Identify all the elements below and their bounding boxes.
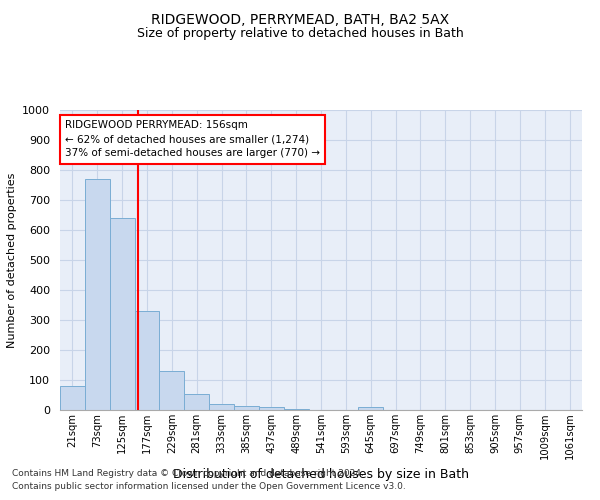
Bar [184, 394, 209, 410]
Bar [209, 404, 234, 410]
Bar [60, 386, 85, 410]
Bar [110, 218, 134, 410]
Text: Contains HM Land Registry data © Crown copyright and database right 2024.: Contains HM Land Registry data © Crown c… [12, 468, 364, 477]
Bar [234, 406, 259, 410]
Text: RIDGEWOOD, PERRYMEAD, BATH, BA2 5AX: RIDGEWOOD, PERRYMEAD, BATH, BA2 5AX [151, 12, 449, 26]
Y-axis label: Number of detached properties: Number of detached properties [7, 172, 17, 348]
Text: RIDGEWOOD PERRYMEAD: 156sqm
← 62% of detached houses are smaller (1,274)
37% of : RIDGEWOOD PERRYMEAD: 156sqm ← 62% of det… [65, 120, 320, 158]
Bar [134, 311, 160, 410]
Text: Contains public sector information licensed under the Open Government Licence v3: Contains public sector information licen… [12, 482, 406, 491]
Text: Size of property relative to detached houses in Bath: Size of property relative to detached ho… [137, 28, 463, 40]
Bar [259, 407, 284, 410]
Bar [160, 371, 184, 410]
Bar [284, 408, 308, 410]
Bar [85, 179, 110, 410]
Bar [358, 407, 383, 410]
X-axis label: Distribution of detached houses by size in Bath: Distribution of detached houses by size … [173, 468, 469, 480]
